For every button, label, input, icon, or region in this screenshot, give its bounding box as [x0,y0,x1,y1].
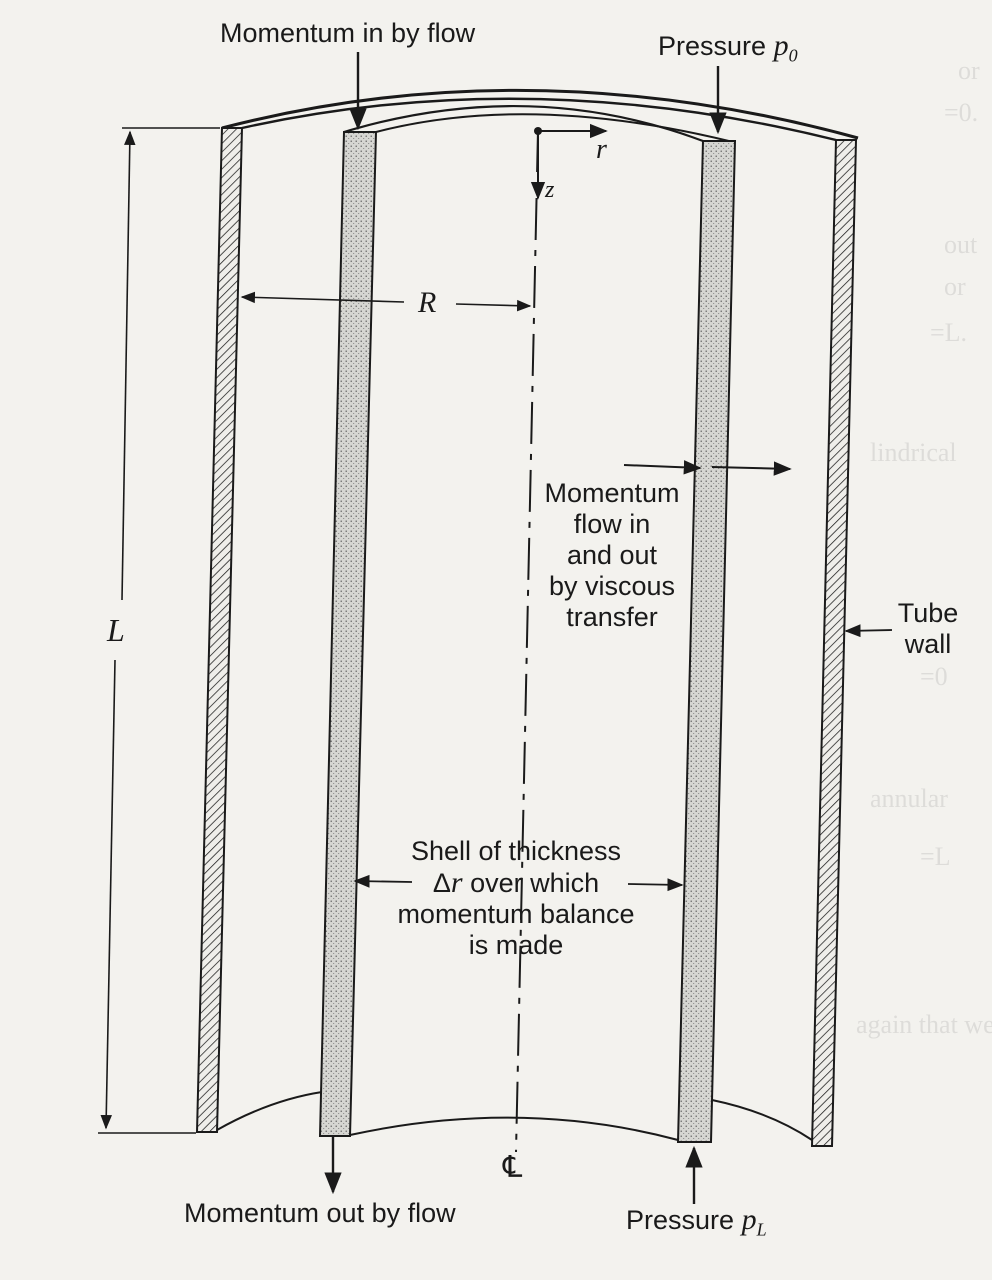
tube-wall-left [195,127,244,1133]
z-axis-label: z [545,177,555,203]
shell-line: Shell of thickness [410,836,622,866]
length-arrow-down [100,659,116,1130]
pressure-pl-word: Pressure [626,1205,735,1235]
radius-arrow-left [240,291,405,304]
shell-line: momentum balance [397,899,635,929]
momentum-in-label: Momentum in by flow [220,18,476,48]
tube-wall-arrow [844,624,893,638]
shell-bottom-arc [349,1116,679,1141]
tube-wall-line: wall [904,629,952,659]
delta-symbol: Δ [432,868,451,898]
pressure-p0-word: Pressure [658,31,767,61]
shell-left-section [318,131,378,1137]
shell-pointer-left [353,874,413,888]
p0-symbol: p [773,29,789,62]
pl-symbol: p [741,1203,757,1236]
viscous-line: transfer [566,602,658,632]
bleed-through-text: lindrical [870,438,957,467]
tube-top-rim-inner [241,97,837,142]
bleed-through-text: =0 [920,662,948,691]
shell-top-rim [343,105,704,143]
radius-arrow-right [455,299,532,312]
viscous-out-arrow [711,461,792,476]
tube-wall-right [810,139,858,1147]
viscous-in-arrow [623,460,702,475]
radius-label: R [418,286,437,319]
viscous-line: by viscous [548,571,676,601]
centerline-symbol: ℄ [503,1151,523,1184]
length-arrow-up [121,130,136,601]
shell-thickness-label: Shell of thickness Δr over which momentu… [376,836,656,961]
tube-bottom-arc [216,1091,323,1131]
shell-line-rest: over which [462,868,600,898]
tube-wall-label: Tube wall [888,598,968,660]
shell-r-symbol: r [450,866,463,899]
bleed-through-text: annular [870,784,948,813]
bleed-through-text: again that we [856,1010,992,1039]
bleed-through-text: =0. [944,98,979,127]
p0-subscript: 0 [788,45,798,66]
pressure-p0-label: Pressure p0 [658,30,798,71]
shell-right-section [676,140,737,1143]
length-label: L [107,612,125,648]
shell-pointer-right [627,878,684,892]
bleed-through-text: or [958,56,980,85]
tube-top-rim-outer [221,88,859,140]
bleed-through-text: =L [920,842,951,871]
viscous-line: Momentum [544,478,680,508]
shell-line: Δr over which [376,867,656,899]
tube-wall-line: Tube [897,598,959,628]
viscous-line: flow in [573,509,651,539]
tube-bottom-arc-right [711,1099,813,1141]
centerline [515,129,539,1153]
bleed-through-text: =L. [930,318,968,347]
momentum-out-label: Momentum out by flow [184,1198,456,1228]
pl-subscript: L [756,1219,767,1240]
shell-top-rim-inner [375,113,734,143]
shell-line: is made [468,930,564,960]
viscous-line: and out [566,540,658,570]
r-axis-label: r [596,134,607,165]
viscous-transfer-label: Momentum flow in and out by viscous tran… [532,478,692,633]
pressure-pl-label: Pressure pL [626,1204,767,1245]
bleed-through-text: or [944,272,966,301]
bleed-through-text: out [944,230,978,259]
